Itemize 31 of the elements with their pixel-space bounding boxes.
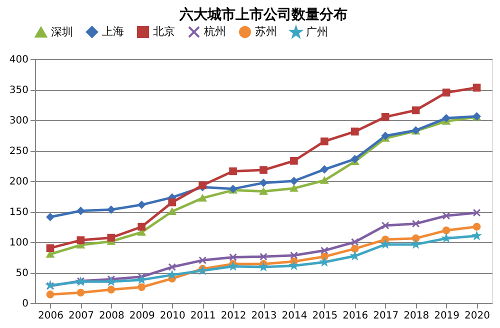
y-tick-label: 100 — [9, 238, 28, 248]
y-tick-label: 250 — [9, 146, 28, 157]
y-tick-label: 0 — [22, 298, 28, 310]
y-tick-label: 300 — [9, 116, 28, 126]
x-tick-label: 2018 — [404, 310, 430, 322]
x-tick-label: 2019 — [434, 310, 460, 322]
legend-label: 广州 — [306, 25, 328, 38]
x-tick-label: 2011 — [190, 310, 216, 322]
legend-label: 苏州 — [255, 25, 277, 38]
y-tick-label: 200 — [9, 176, 28, 188]
x-tick-label: 2012 — [220, 310, 246, 322]
legend-label: 杭州 — [203, 25, 226, 38]
x-tick-label: 2008 — [98, 310, 124, 322]
x-tick-label: 2009 — [129, 310, 155, 322]
y-tick-label: 400 — [9, 54, 28, 66]
chart-title: 六大城市上市公司数量分布 — [178, 6, 348, 23]
x-tick-label: 2020 — [464, 310, 490, 322]
legend-label: 深圳 — [51, 25, 73, 38]
x-tick-label: 2007 — [68, 310, 94, 322]
x-tick-label: 2010 — [160, 310, 186, 322]
y-tick-label: 150 — [9, 207, 28, 218]
x-tick-label: 2017 — [373, 310, 399, 322]
x-tick-label: 2016 — [342, 310, 368, 322]
legend-label: 北京 — [153, 25, 175, 38]
x-tick-label: 2014 — [282, 310, 308, 322]
y-tick-label: 50 — [16, 268, 28, 279]
x-tick-label: 2013 — [251, 310, 277, 322]
x-tick-label: 2006 — [38, 310, 64, 322]
x-tick-label: 2015 — [312, 310, 338, 322]
legend-label: 上海 — [102, 25, 124, 38]
y-tick-label: 350 — [9, 85, 28, 96]
